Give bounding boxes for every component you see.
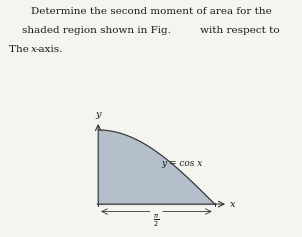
Text: $\frac{\pi}{2}$: $\frac{\pi}{2}$ <box>153 212 159 229</box>
Text: Determine the second moment of area for the: Determine the second moment of area for … <box>31 7 271 16</box>
Text: y = cos x: y = cos x <box>161 159 203 168</box>
Text: -axis.: -axis. <box>36 45 63 54</box>
Text: shaded region shown in Fig.         with respect to: shaded region shown in Fig. with respect… <box>22 26 280 35</box>
Text: y: y <box>95 110 101 119</box>
Text: The: The <box>9 45 32 54</box>
Text: x: x <box>31 45 37 54</box>
Text: x: x <box>230 200 236 209</box>
